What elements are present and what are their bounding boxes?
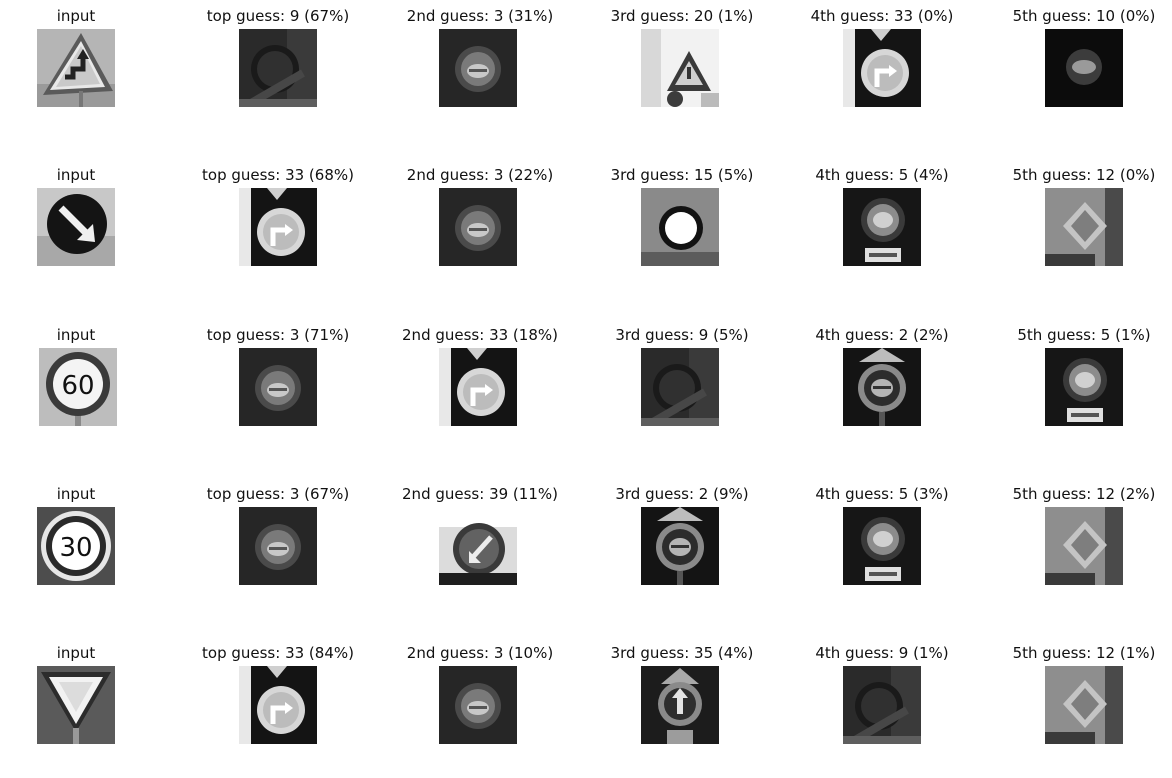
cell-title: 3rd guess: 2 (9%) <box>615 485 749 503</box>
ahead-only-sign-image <box>641 666 719 744</box>
row-5-guess-3-cell: 3rd guess: 35 (4%) <box>582 637 782 747</box>
cell-title: input <box>56 644 96 662</box>
turn-right-ahead-sign-image <box>239 188 317 266</box>
row-1-input-cell: input <box>0 0 176 110</box>
cell-title: 3rd guess: 15 (5%) <box>610 166 754 184</box>
cell-title: 2nd guess: 39 (11%) <box>402 485 558 503</box>
cell-title: 3rd guess: 20 (1%) <box>610 7 754 25</box>
speed-limit-plate-sign-image <box>843 507 921 585</box>
speed-limit-sign-image <box>239 507 317 585</box>
circle-sign-image <box>1045 29 1123 107</box>
keep-right-sign-image <box>37 188 115 266</box>
cell-title: top guess: 9 (67%) <box>206 7 350 25</box>
row-1-guess-5-cell: 5th guess: 10 (0%) <box>984 0 1172 110</box>
keep-left-sign-image <box>439 507 517 585</box>
speed-limit-60-sign-image: 60 <box>39 348 117 426</box>
cell-title: 4th guess: 5 (3%) <box>815 485 949 503</box>
curvy-road-sign-image <box>37 29 115 107</box>
row-5-guess-5-cell: 5th guess: 12 (1%) <box>984 637 1172 747</box>
row-4-guess-5-cell: 5th guess: 12 (2%) <box>984 478 1172 588</box>
cell-title: 5th guess: 10 (0%) <box>1012 7 1156 25</box>
row-3-guess-4-cell: 4th guess: 2 (2%) <box>782 319 982 429</box>
sign-text: 30 <box>59 533 92 563</box>
cell-title: input <box>56 485 96 503</box>
cell-title: input <box>56 326 96 344</box>
cell-title: top guess: 3 (71%) <box>206 326 350 344</box>
yield-sign-image <box>37 666 115 744</box>
priority-road-sign-image <box>1045 507 1123 585</box>
cell-title: 5th guess: 12 (2%) <box>1012 485 1156 503</box>
cell-title: input <box>56 7 96 25</box>
cell-title: top guess: 33 (68%) <box>202 166 354 184</box>
row-2-guess-1-cell: top guess: 33 (68%) <box>178 159 378 269</box>
row-2-guess-3-cell: 3rd guess: 15 (5%) <box>582 159 782 269</box>
speed-limit-plate-sign-image <box>843 188 921 266</box>
speed-limit-sign-image <box>439 666 517 744</box>
speed-limit-sign-image <box>439 188 517 266</box>
row-3-guess-5-cell: 5th guess: 5 (1%) <box>984 319 1172 429</box>
cell-title: 4th guess: 2 (2%) <box>815 326 949 344</box>
row-3-input-cell: input 60 <box>0 319 176 429</box>
row-3-guess-1-cell: top guess: 3 (71%) <box>178 319 378 429</box>
cell-title: top guess: 33 (84%) <box>202 644 354 662</box>
cell-title: 2nd guess: 33 (18%) <box>402 326 558 344</box>
cell-title: input <box>56 166 96 184</box>
cell-title: 3rd guess: 9 (5%) <box>615 326 749 344</box>
row-4-guess-2-cell: 2nd guess: 39 (11%) <box>380 478 580 588</box>
priority-road-sign-image <box>1045 188 1123 266</box>
priority-road-sign-image <box>1045 666 1123 744</box>
speed-limit-sign-image <box>439 29 517 107</box>
no-vehicles-sign-image <box>641 188 719 266</box>
cell-title: 2nd guess: 3 (10%) <box>406 644 554 662</box>
row-2-input-cell: input <box>0 159 176 269</box>
speed-limit-with-triangle-sign-image <box>843 348 921 426</box>
cell-title: 3rd guess: 35 (4%) <box>610 644 754 662</box>
speed-limit-sign-image <box>239 348 317 426</box>
row-2-guess-4-cell: 4th guess: 5 (4%) <box>782 159 982 269</box>
turn-right-ahead-sign-image <box>439 348 517 426</box>
no-passing-sign-image <box>641 348 719 426</box>
row-1-guess-4-cell: 4th guess: 33 (0%) <box>782 0 982 110</box>
row-4-guess-4-cell: 4th guess: 5 (3%) <box>782 478 982 588</box>
row-1-guess-2-cell: 2nd guess: 3 (31%) <box>380 0 580 110</box>
row-4-input-cell: input 30 <box>0 478 176 588</box>
row-2-guess-5-cell: 5th guess: 12 (0%) <box>984 159 1172 269</box>
cell-title: 5th guess: 12 (0%) <box>1012 166 1156 184</box>
cell-title: 2nd guess: 3 (31%) <box>406 7 554 25</box>
speed-limit-with-triangle-sign-image <box>641 507 719 585</box>
cell-title: 4th guess: 5 (4%) <box>815 166 949 184</box>
turn-right-ahead-sign-image <box>239 666 317 744</box>
triangle-sign-image <box>641 29 719 107</box>
cell-title: 5th guess: 5 (1%) <box>1017 326 1151 344</box>
speed-limit-30-sign-image: 30 <box>37 507 115 585</box>
row-4-guess-1-cell: top guess: 3 (67%) <box>178 478 378 588</box>
row-2-guess-2-cell: 2nd guess: 3 (22%) <box>380 159 580 269</box>
speed-limit-plate-sign-image <box>1045 348 1123 426</box>
row-5-guess-2-cell: 2nd guess: 3 (10%) <box>380 637 580 747</box>
no-passing-sign-image <box>843 666 921 744</box>
row-4-guess-3-cell: 3rd guess: 2 (9%) <box>582 478 782 588</box>
row-3-guess-2-cell: 2nd guess: 33 (18%) <box>380 319 580 429</box>
row-5-input-cell: input <box>0 637 176 747</box>
cell-title: 4th guess: 9 (1%) <box>815 644 949 662</box>
turn-right-ahead-sign-image <box>843 29 921 107</box>
cell-title: 5th guess: 12 (1%) <box>1012 644 1156 662</box>
row-1-guess-3-cell: 3rd guess: 20 (1%) <box>582 0 782 110</box>
row-5-guess-4-cell: 4th guess: 9 (1%) <box>782 637 982 747</box>
row-3-guess-3-cell: 3rd guess: 9 (5%) <box>582 319 782 429</box>
no-passing-sign-image <box>239 29 317 107</box>
row-1-guess-1-cell: top guess: 9 (67%) <box>178 0 378 110</box>
cell-title: top guess: 3 (67%) <box>206 485 350 503</box>
cell-title: 2nd guess: 3 (22%) <box>406 166 554 184</box>
sign-text: 60 <box>61 371 94 401</box>
row-5-guess-1-cell: top guess: 33 (84%) <box>178 637 378 747</box>
cell-title: 4th guess: 33 (0%) <box>810 7 954 25</box>
